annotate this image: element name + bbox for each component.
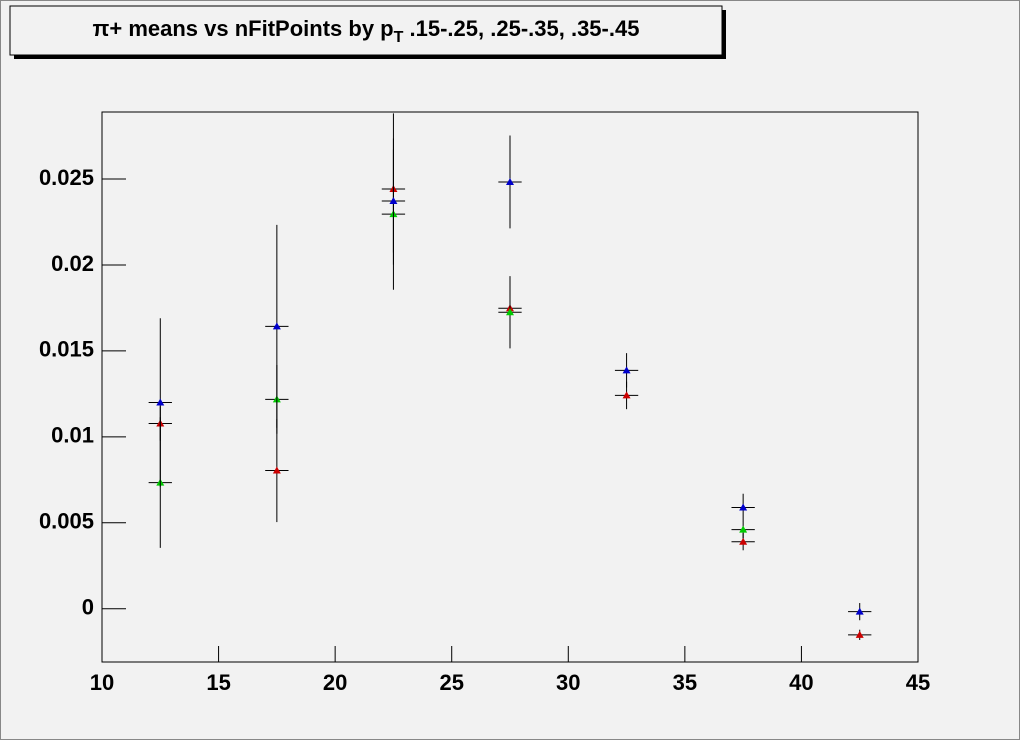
chart-title: π+ means vs nFitPoints by pT .15-.25, .2… [93, 16, 640, 46]
x-tick-label: 45 [906, 670, 930, 695]
marker [855, 630, 864, 638]
marker [272, 466, 281, 474]
x-tick-label: 15 [206, 670, 230, 695]
marker [622, 366, 631, 374]
marker [739, 525, 748, 533]
y-tick-label: 0.01 [51, 423, 94, 448]
x-tick-label: 30 [556, 670, 580, 695]
marker [739, 537, 748, 545]
x-tick-label: 25 [439, 670, 463, 695]
marker [855, 607, 864, 615]
y-tick-label: 0.025 [39, 165, 94, 190]
y-tick-label: 0.015 [39, 337, 94, 362]
marker [272, 322, 281, 330]
y-tick-label: 0 [82, 595, 94, 620]
title-sub: T [394, 29, 404, 46]
marker [389, 197, 398, 205]
title-rest: .15-.25, .25-.35, .35-.45 [403, 16, 639, 41]
title-box [9, 5, 723, 56]
marker [739, 503, 748, 511]
title-main: π+ means vs nFitPoints by p [93, 16, 394, 41]
x-tick-label: 40 [789, 670, 813, 695]
x-tick-label: 20 [323, 670, 347, 695]
y-tick-label: 0.005 [39, 509, 94, 534]
x-tick-label: 35 [673, 670, 697, 695]
marker [506, 177, 514, 185]
marker [156, 398, 165, 406]
marker [506, 308, 514, 316]
y-tick-label: 0.02 [51, 251, 94, 276]
x-tick-label: 10 [90, 670, 114, 695]
marker [622, 391, 631, 399]
